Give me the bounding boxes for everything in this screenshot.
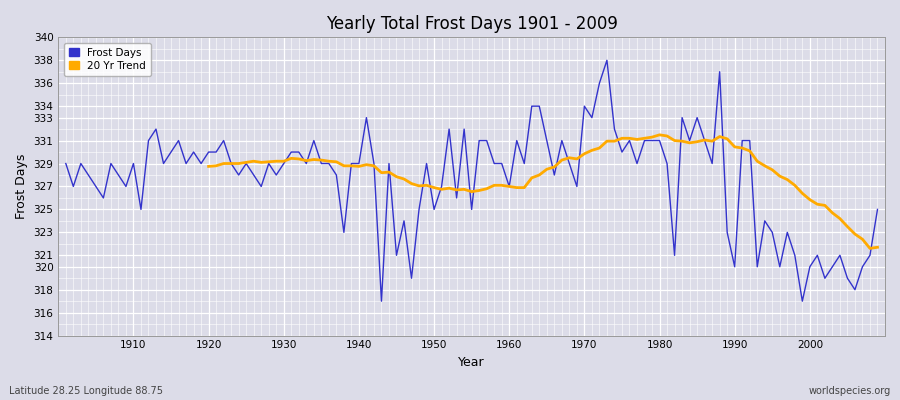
Frost Days	[609, 127, 620, 132]
X-axis label: Year: Year	[458, 356, 485, 369]
Legend: Frost Days, 20 Yr Trend: Frost Days, 20 Yr Trend	[64, 42, 151, 76]
Text: Latitude 28.25 Longitude 88.75: Latitude 28.25 Longitude 88.75	[9, 386, 163, 396]
Frost Days	[331, 172, 342, 177]
Title: Yearly Total Frost Days 1901 - 2009: Yearly Total Frost Days 1901 - 2009	[326, 15, 617, 33]
20 Yr Trend	[865, 246, 876, 251]
20 Yr Trend	[406, 181, 417, 186]
Frost Days	[376, 299, 387, 304]
Frost Days	[504, 184, 515, 189]
Line: 20 Yr Trend: 20 Yr Trend	[209, 135, 878, 248]
20 Yr Trend	[654, 132, 665, 137]
Line: Frost Days: Frost Days	[66, 60, 878, 301]
Frost Days	[121, 184, 131, 189]
Frost Days	[60, 161, 71, 166]
Y-axis label: Frost Days: Frost Days	[15, 154, 28, 219]
20 Yr Trend	[293, 156, 304, 161]
20 Yr Trend	[850, 232, 860, 236]
Frost Days	[601, 58, 612, 63]
Frost Days	[511, 138, 522, 143]
20 Yr Trend	[767, 168, 778, 172]
20 Yr Trend	[872, 245, 883, 250]
Frost Days	[286, 150, 297, 154]
Frost Days	[872, 207, 883, 212]
20 Yr Trend	[782, 177, 793, 182]
20 Yr Trend	[203, 164, 214, 169]
Text: worldspecies.org: worldspecies.org	[809, 386, 891, 396]
20 Yr Trend	[677, 139, 688, 144]
